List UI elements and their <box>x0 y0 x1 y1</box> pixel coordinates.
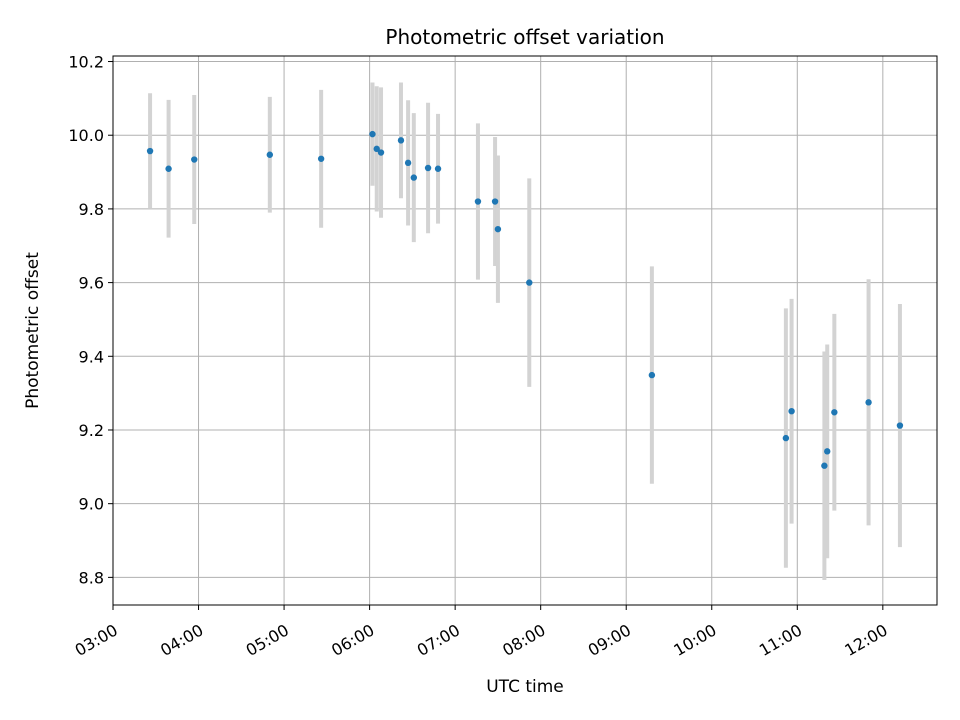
y-tick-label: 10.2 <box>68 53 104 72</box>
data-point <box>266 151 274 158</box>
data-point <box>317 155 325 162</box>
x-axis-label: UTC time <box>486 677 564 697</box>
y-tick-label: 9.0 <box>79 495 104 514</box>
data-point <box>410 174 418 181</box>
y-tick-label: 10.0 <box>68 126 104 145</box>
y-tick-label: 9.8 <box>79 200 104 219</box>
data-point <box>648 371 656 379</box>
data-point <box>896 422 904 429</box>
chart-title: Photometric offset variation <box>385 25 664 49</box>
data-point <box>491 198 499 205</box>
data-point <box>788 407 795 415</box>
data-point <box>824 448 831 455</box>
data-point <box>191 156 198 163</box>
y-tick-label: 9.6 <box>79 274 104 293</box>
grid <box>112 56 937 605</box>
data-point <box>424 164 432 172</box>
data-point <box>821 462 828 469</box>
axes-frame <box>112 55 938 606</box>
data-point <box>377 149 385 156</box>
data-point <box>494 225 502 233</box>
data-point <box>404 159 412 167</box>
data-point <box>434 165 442 172</box>
data-point <box>526 279 533 286</box>
y-axis-ticks: 8.8 9.0 9.2 9.4 9.6 9.8 10.0 10.2 <box>68 53 113 587</box>
data-point <box>373 145 380 153</box>
data-point <box>782 434 790 442</box>
data-point <box>146 147 154 155</box>
data-point <box>831 409 838 416</box>
data-point <box>474 198 482 205</box>
y-tick-label: 8.8 <box>79 568 104 587</box>
plot-area <box>113 56 937 605</box>
y-tick-label: 9.4 <box>79 347 104 366</box>
y-axis-label: Photometric offset <box>23 252 43 409</box>
data-points <box>146 130 904 469</box>
data-point <box>865 399 872 406</box>
data-point <box>369 130 376 138</box>
data-point <box>165 165 172 172</box>
data-point <box>397 137 405 144</box>
y-tick-label: 9.2 <box>79 421 104 440</box>
